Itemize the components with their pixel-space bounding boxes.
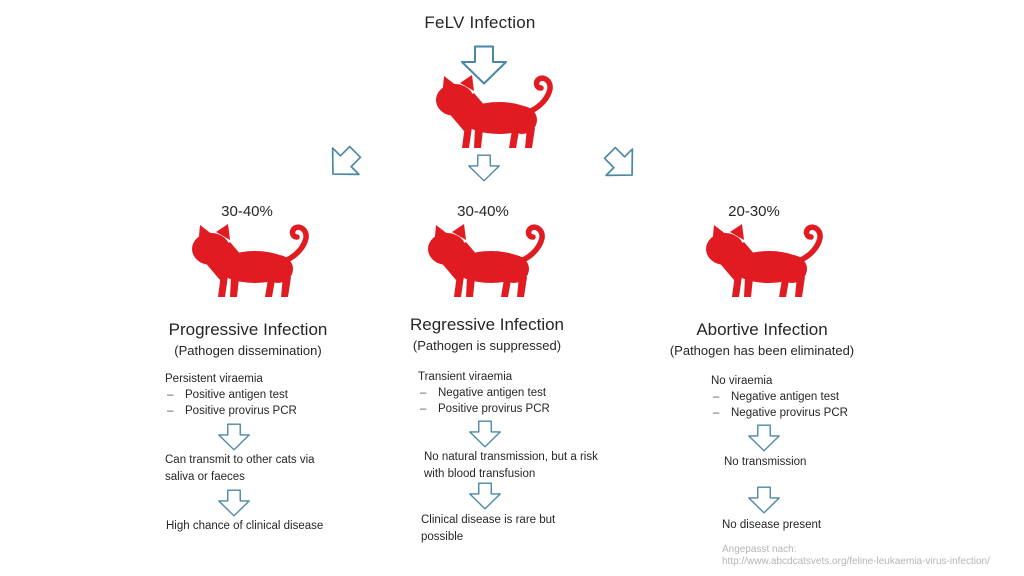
- branch-subheading: (Pathogen has been eliminated): [669, 343, 855, 358]
- status-text: No viraemia: [711, 375, 773, 387]
- branch-header-abortive: Abortive Infection (Pathogen has been el…: [617, 320, 907, 358]
- branch-subheading: (Pathogen is suppressed): [412, 338, 562, 353]
- cat-icon-regressive: [421, 222, 547, 300]
- branch-heading: Progressive Infection: [168, 320, 328, 339]
- bullet-dash: –: [420, 387, 427, 399]
- bullet-item: – Positive antigen test: [165, 387, 365, 403]
- cat-icon-progressive: [185, 222, 311, 300]
- branch-header-progressive: Progressive Infection (Pathogen dissemin…: [118, 320, 378, 358]
- bullet-item: – Positive provirus PCR: [418, 401, 618, 417]
- percent-label-regressive: 30-40%: [457, 203, 509, 220]
- bullet-dash: –: [713, 407, 720, 419]
- bullet-dash: –: [420, 403, 427, 415]
- arrow-down-icon: [216, 423, 252, 451]
- bullet-dash: –: [167, 405, 174, 417]
- bullet-item: – Negative antigen test: [418, 385, 618, 401]
- arrow-down-icon: [466, 154, 502, 182]
- attribution-line1: Angepasst nach:: [722, 544, 797, 555]
- cat-icon-abortive: [699, 222, 825, 300]
- status-text: Transient viraemia: [418, 371, 513, 383]
- bullet-item: – Negative antigen test: [711, 389, 921, 405]
- arrow-down-icon: [216, 489, 252, 517]
- bullet-text: Positive provirus PCR: [438, 403, 550, 415]
- status-text: Persistent viraemia: [165, 373, 263, 385]
- attribution-line2: http://www.abcdcatsvets.org/feline-leuka…: [722, 555, 990, 567]
- bullet-text: Negative antigen test: [438, 387, 547, 399]
- outcome-text-progressive: High chance of clinical disease: [166, 520, 324, 532]
- transmission-text-abortive: No transmission: [724, 456, 807, 468]
- bullet-dash: –: [167, 389, 174, 401]
- arrow-down-icon: [746, 486, 782, 514]
- attribution: Angepasst nach: http://www.abcdcatsvets.…: [722, 544, 1022, 567]
- transmission-text-progressive: Can transmit to other cats via saliva or…: [165, 454, 315, 483]
- branch-heading: Abortive Infection: [696, 320, 828, 339]
- arrow-down-left-icon: [316, 135, 371, 190]
- bullet-text: Positive antigen test: [185, 389, 288, 401]
- arrow-down-icon: [467, 482, 503, 510]
- branch-header-regressive: Regressive Infection (Pathogen is suppre…: [357, 315, 617, 353]
- outcome-text-abortive: No disease present: [722, 519, 822, 531]
- arrow-down-right-icon: [593, 136, 648, 191]
- outcome-text-regressive: Clinical disease is rare but possible: [421, 514, 556, 543]
- bullet-dash: –: [713, 391, 720, 403]
- status-list-progressive: Persistent viraemia – Positive antigen t…: [165, 371, 365, 419]
- branch-heading: Regressive Infection: [409, 315, 565, 334]
- bullet-text: Negative provirus PCR: [731, 407, 848, 419]
- status-list-abortive: No viraemia – Negative antigen test – Ne…: [711, 373, 921, 421]
- bullet-item: – Negative provirus PCR: [711, 405, 921, 421]
- felv-cat-icon: [429, 73, 555, 151]
- arrow-down-icon: [467, 420, 503, 448]
- transmission-text-regressive: No natural transmission, but a risk with…: [424, 451, 598, 480]
- bullet-item: – Positive provirus PCR: [165, 403, 365, 419]
- status-list-regressive: Transient viraemia – Negative antigen te…: [418, 369, 618, 417]
- page-title: FeLV Infection: [424, 13, 536, 32]
- arrow-down-icon: [746, 424, 782, 452]
- bullet-text: Negative antigen test: [731, 391, 840, 403]
- bullet-text: Positive provirus PCR: [185, 405, 297, 417]
- percent-label-abortive: 20-30%: [728, 203, 780, 220]
- percent-label-progressive: 30-40%: [221, 203, 273, 220]
- branch-subheading: (Pathogen dissemination): [174, 343, 322, 358]
